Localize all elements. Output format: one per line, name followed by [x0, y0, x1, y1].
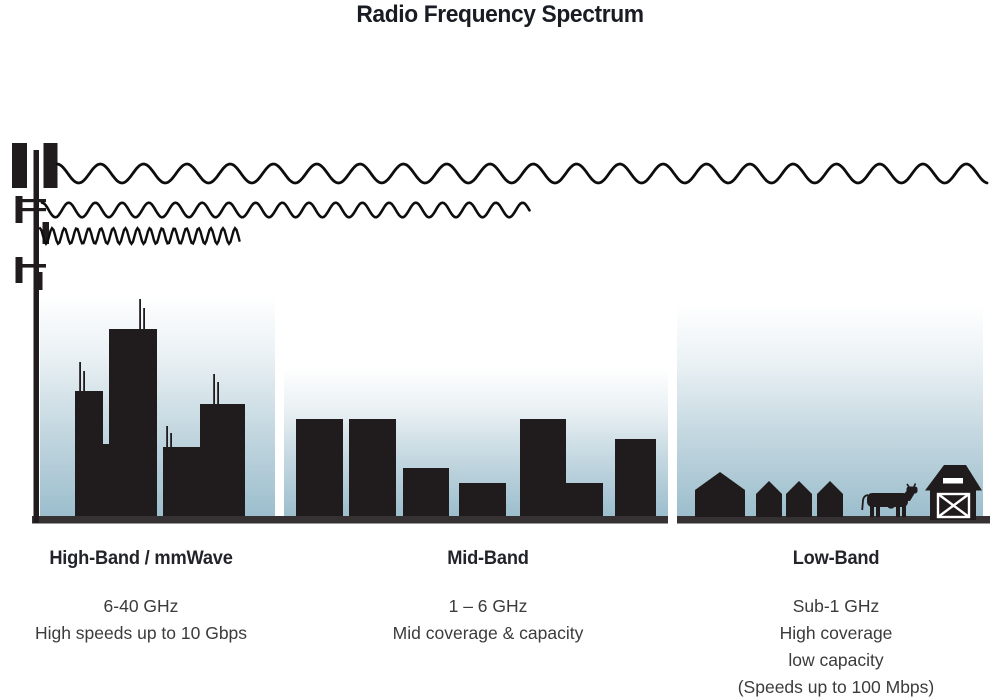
high-band-heading: High-Band / mmWave	[49, 548, 233, 569]
mid-band-label-block: Mid-Band 1 – 6 GHz Mid coverage & capaci…	[368, 548, 608, 647]
house-icon	[786, 481, 812, 517]
mid-band-heading: Mid-Band	[447, 548, 529, 569]
house-icon	[695, 472, 745, 517]
city-skyline-icon	[75, 299, 245, 516]
high-band-description: High speeds up to 10 Gbps	[34, 623, 248, 643]
barn-icon	[925, 465, 982, 520]
low-band-description-2: low capacity	[788, 650, 884, 670]
low-band-description-1: High coverage	[779, 623, 893, 643]
mid-band-frequency: 1 – 6 GHz	[448, 596, 528, 616]
mid-rise-buildings-icon	[296, 419, 656, 516]
ground-line-right	[677, 516, 990, 524]
low-band-description-3: (Speeds up to 100 Mbps)	[737, 677, 935, 697]
long-wave-icon	[55, 162, 989, 185]
high-band-label-block: High-Band / mmWave 6-40 GHz High speeds …	[21, 548, 261, 647]
house-icon	[756, 481, 782, 517]
ground-line-left	[32, 516, 668, 524]
medium-wave-icon	[40, 201, 531, 219]
low-band-heading: Low-Band	[792, 548, 880, 569]
low-band-label-block: Low-Band Sub-1 GHz High coverage low cap…	[716, 548, 956, 700]
cow-icon	[861, 483, 918, 517]
mid-band-description: Mid coverage & capacity	[392, 623, 584, 643]
page-title: Radio Frequency Spectrum	[356, 1, 644, 28]
short-wave-icon	[38, 226, 241, 246]
low-band-frequency: Sub-1 GHz	[792, 596, 880, 616]
house-icon	[817, 481, 843, 517]
cell-tower-icon	[12, 143, 58, 523]
spectrum-illustration	[12, 143, 990, 524]
rural-scene	[695, 465, 982, 520]
high-band-frequency: 6-40 GHz	[103, 596, 179, 616]
